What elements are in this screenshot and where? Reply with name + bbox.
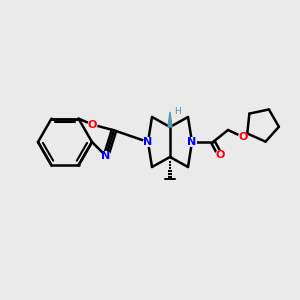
Text: O: O — [88, 120, 97, 130]
Circle shape — [88, 120, 97, 129]
Text: N: N — [101, 151, 111, 161]
Circle shape — [188, 138, 196, 146]
Circle shape — [216, 151, 224, 159]
Text: N: N — [188, 137, 196, 147]
Text: N: N — [143, 137, 153, 147]
Polygon shape — [168, 112, 172, 127]
Text: O: O — [215, 150, 225, 160]
Text: H: H — [174, 106, 181, 116]
Text: O: O — [238, 132, 248, 142]
Circle shape — [102, 152, 110, 160]
Circle shape — [144, 138, 152, 146]
Circle shape — [238, 133, 247, 141]
